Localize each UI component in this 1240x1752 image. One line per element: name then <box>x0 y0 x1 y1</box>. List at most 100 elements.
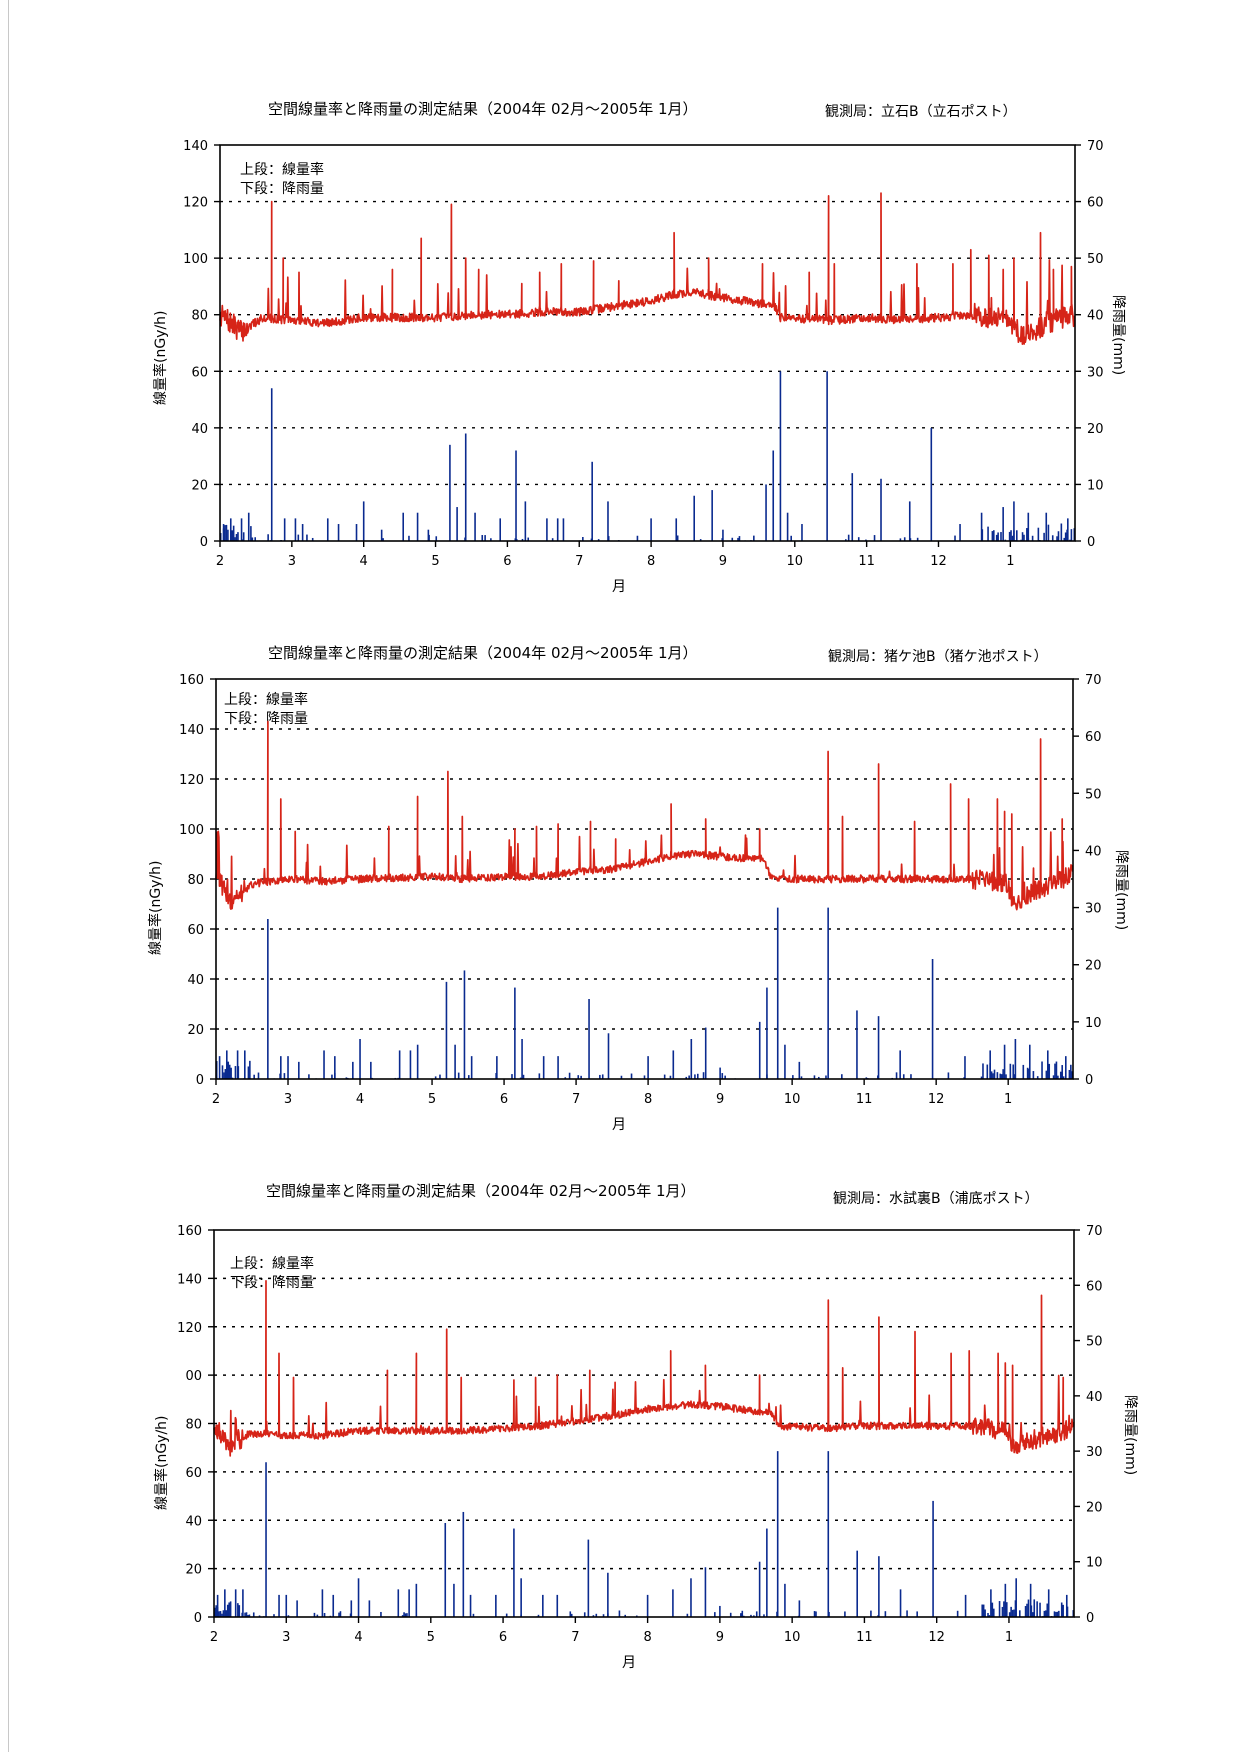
plot-frame <box>219 144 1076 542</box>
y2-tick-label: 10 <box>1087 478 1104 493</box>
y-tick-label: 80 <box>187 873 204 888</box>
x-tick-label: 1 <box>1006 554 1014 569</box>
legend-lower: 下段：降雨量 <box>224 711 308 727</box>
chart-legend: 上段：線量率 下段：降雨量 <box>240 161 324 199</box>
x-tick-label: 8 <box>647 554 655 569</box>
y2-tick-label: 40 <box>1086 1390 1103 1405</box>
y2-tick-label: 10 <box>1085 1016 1102 1031</box>
y2-tick-label: 40 <box>1087 309 1104 324</box>
y2-tick-label: 20 <box>1086 1500 1103 1515</box>
legend-upper: 上段：線量率 <box>224 692 308 708</box>
x-axis-label: 月 <box>612 579 626 595</box>
x-tick-label: 6 <box>500 1092 508 1107</box>
y-tick-label: 160 <box>177 1224 202 1239</box>
dose-rate-line <box>213 1279 1075 1457</box>
x-tick-label: 9 <box>716 1092 724 1107</box>
y-tick-label: 160 <box>179 673 204 688</box>
y-tick-label: 60 <box>187 923 204 938</box>
y2-tick-label: 20 <box>1085 959 1102 974</box>
x-tick-label: 6 <box>499 1630 507 1645</box>
chart-station: 観測局：水試裏B（浦底ポスト） <box>833 1191 1039 1207</box>
x-tick-label: 9 <box>719 554 727 569</box>
y-tick-label: 40 <box>187 973 204 988</box>
chart-plot: 0 20 40 60 80 00 120 140 160 0 10 20 30 40 50 60 70 2 3 4 5 6… <box>177 1224 1103 1645</box>
x-tick-label: 7 <box>572 1092 580 1107</box>
chart-legend: 上段：線量率 下段：降雨量 <box>224 691 308 729</box>
x-axis-label: 月 <box>622 1655 636 1671</box>
y2-tick-label: 30 <box>1086 1445 1103 1460</box>
y2-tick-label: 40 <box>1085 844 1102 859</box>
dose-rate-line <box>219 192 1076 345</box>
y-tick-label: 80 <box>185 1418 202 1433</box>
y2-tick-label: 0 <box>1085 1073 1093 1088</box>
y-tick-label: 20 <box>187 1023 204 1038</box>
x-tick-label: 1 <box>1004 1092 1012 1107</box>
y-tick-label: 60 <box>191 365 208 380</box>
x-tick-label: 11 <box>856 1092 873 1107</box>
x-tick-label: 4 <box>360 554 368 569</box>
x-tick-label: 5 <box>431 554 439 569</box>
x-tick-label: 1 <box>1005 1630 1013 1645</box>
y2-tick-label: 0 <box>1087 535 1095 550</box>
x-tick-label: 8 <box>643 1630 651 1645</box>
x-tick-label: 11 <box>856 1630 873 1645</box>
chart-2: 空間線量率と降雨量の測定結果（2004年 02月～2005年 1月） 観測局：猪… <box>0 600 1240 1160</box>
x-tick-label: 2 <box>212 1092 220 1107</box>
y2-tick-label: 70 <box>1085 673 1102 688</box>
y2-tick-label: 60 <box>1086 1279 1103 1294</box>
y-tick-label: 40 <box>185 1514 202 1529</box>
x-tick-label: 3 <box>282 1630 290 1645</box>
chart-1: 空間線量率と降雨量の測定結果（2004年 02月～2005年 1月） 観測局：立… <box>0 0 1240 600</box>
y-tick-label: 140 <box>177 1272 202 1287</box>
y-tick-label: 140 <box>183 139 208 154</box>
chart-station: 観測局：立石B（立石ポスト） <box>825 104 1017 120</box>
y2-tick-label: 60 <box>1087 196 1104 211</box>
page-scan-edge <box>8 0 9 1752</box>
x-axis-label: 月 <box>612 1117 626 1133</box>
x-tick-label: 2 <box>210 1630 218 1645</box>
y2-tick-label: 60 <box>1085 730 1102 745</box>
x-tick-label: 4 <box>354 1630 362 1645</box>
legend-upper: 上段：線量率 <box>240 162 324 178</box>
y2-tick-label: 30 <box>1085 902 1102 917</box>
chart-title: 空間線量率と降雨量の測定結果（2004年 02月～2005年 1月） <box>266 1182 696 1200</box>
x-tick-label: 3 <box>284 1092 292 1107</box>
x-tick-label: 2 <box>216 554 224 569</box>
x-tick-label: 5 <box>428 1092 436 1107</box>
chart-title: 空間線量率と降雨量の測定結果（2004年 02月～2005年 1月） <box>268 100 698 118</box>
x-tick-label: 12 <box>928 1092 945 1107</box>
x-tick-label: 12 <box>928 1630 945 1645</box>
y2-tick-label: 50 <box>1087 252 1104 267</box>
chart-3: 空間線量率と降雨量の測定結果（2004年 02月～2005年 1月） 観測局：水… <box>0 1160 1240 1752</box>
x-tick-label: 10 <box>787 554 804 569</box>
y-tick-label: 140 <box>179 723 204 738</box>
legend-lower: 下段：降雨量 <box>240 181 324 197</box>
y-tick-label: 0 <box>200 535 208 550</box>
y-tick-label: 20 <box>185 1563 202 1578</box>
x-tick-label: 10 <box>784 1630 801 1645</box>
y-tick-label: 120 <box>177 1321 202 1336</box>
y-tick-label: 100 <box>179 823 204 838</box>
x-tick-label: 8 <box>644 1092 652 1107</box>
x-tick-label: 11 <box>858 554 875 569</box>
y-tick-label: 120 <box>179 773 204 788</box>
chart-plot: 0 20 40 60 80 100 120 140 0 10 20 30 40 50 60 70 2 3 4 5 6 7 8… <box>183 139 1104 569</box>
y-tick-label: 0 <box>196 1073 204 1088</box>
y2-tick-label: 50 <box>1086 1335 1103 1350</box>
dose-rate-line <box>215 720 1074 911</box>
y-tick-label: 100 <box>183 252 208 267</box>
chart-title: 空間線量率と降雨量の測定結果（2004年 02月～2005年 1月） <box>268 644 698 662</box>
y-tick-label: 80 <box>191 309 208 324</box>
y-tick-label: 120 <box>183 196 208 211</box>
y2-tick-label: 30 <box>1087 365 1104 380</box>
y2-tick-label: 70 <box>1086 1224 1103 1239</box>
chart-plot: 0 20 40 60 80 100 120 140 160 0 10 20 30 40 50 60 70 2 3 4 5… <box>179 673 1102 1107</box>
x-tick-label: 7 <box>571 1630 579 1645</box>
x-tick-label: 6 <box>503 554 511 569</box>
y-tick-label: 0 <box>194 1611 202 1626</box>
y-tick-label: 40 <box>191 422 208 437</box>
y-tick-label: 20 <box>191 478 208 493</box>
x-tick-label: 9 <box>716 1630 724 1645</box>
y2-tick-label: 10 <box>1086 1556 1103 1571</box>
y2-tick-label: 20 <box>1087 422 1104 437</box>
